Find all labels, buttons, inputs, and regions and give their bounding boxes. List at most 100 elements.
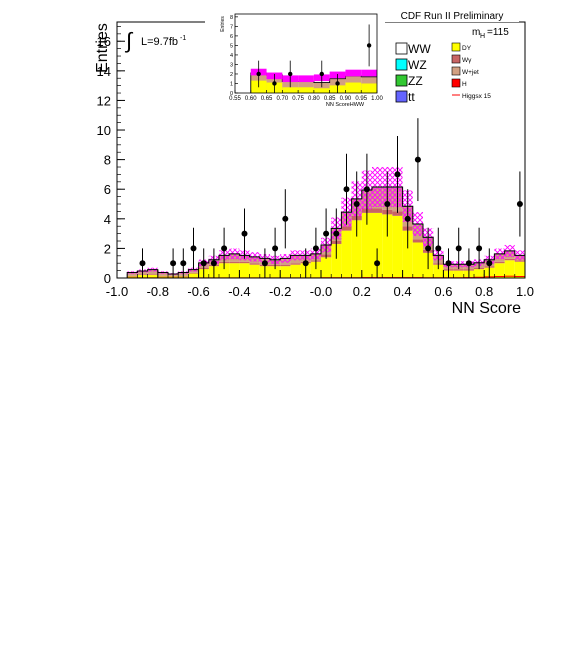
inset-x-tick-label: 0.95 <box>355 96 367 102</box>
inset-data-point <box>256 71 261 77</box>
inset-y-tick-label: 3 <box>230 62 233 68</box>
legend: WW WZ ZZ tt DY Wγ W+jet H Higgsx 15 <box>392 38 504 104</box>
inset-plot: 0.55 0.60 0.65 0.70 0.75 0.80 0.85 0.90 0.95 1.00… <box>205 12 385 108</box>
inset-bar-dy <box>345 82 362 93</box>
inset-x-tick-label: 1.00 <box>371 96 383 102</box>
bar-DY <box>392 215 403 278</box>
x-tick-label: -0.4 <box>228 284 250 299</box>
bar-DY <box>219 263 230 278</box>
y-tick-label: 8 <box>104 153 111 168</box>
inset-data-point <box>272 81 277 86</box>
inset-x-axis: 0.55 0.60 0.65 0.70 0.75 0.80 0.85 0.90 0.95 1.00 <box>229 90 383 102</box>
legend-background <box>392 38 504 104</box>
x-axis-label: NN Score <box>452 300 521 317</box>
inset-uncertainty-bin <box>298 75 314 83</box>
mass-m: m <box>472 27 480 38</box>
bar-DY <box>504 260 515 278</box>
inset-x-label: NN ScoreHWW <box>326 102 365 108</box>
bar-Wγ <box>504 258 515 261</box>
bar-DY <box>188 273 199 278</box>
bar-DY <box>341 230 352 278</box>
legend-label-Wγ: Wγ <box>462 57 472 64</box>
inset-y-axis: 0 1 2 3 4 5 6 7 8 <box>230 15 238 97</box>
x-tick-label: 1.0 <box>516 284 534 299</box>
legend-swatch-W+jet <box>451 66 461 76</box>
data-point <box>312 245 319 252</box>
bar-DY <box>290 264 301 278</box>
x-axis: -1.0 -0.8 -0.6 -0.4 -0.2 -0.0 0.2 0.4 0.6 0.8 1.0 <box>106 270 534 299</box>
data-point <box>516 201 523 208</box>
data-point <box>363 186 370 193</box>
bar-Wγ <box>157 275 168 277</box>
legend-swatch-Wγ <box>451 54 461 64</box>
bar-Wγ <box>147 274 158 276</box>
data-point <box>455 245 462 252</box>
data-point <box>261 260 268 267</box>
bar-Wγ <box>392 211 403 216</box>
data-point <box>180 260 187 267</box>
x-tick-label: 0.6 <box>434 284 452 299</box>
bar-DY <box>453 270 464 278</box>
inset-data-point <box>319 71 324 77</box>
data-point <box>465 260 472 267</box>
legend-swatch-ZZ <box>395 74 408 87</box>
inset-x-tick-label: 0.55 <box>229 96 241 102</box>
data-point <box>221 245 228 252</box>
data-point <box>404 215 411 222</box>
lumi-text: L=9.7fb <box>141 36 178 48</box>
inset-bar-dy <box>361 83 377 93</box>
inset-y-tick-label: 1 <box>230 81 233 87</box>
inset-bar-bkg <box>313 82 330 93</box>
bar-DY <box>239 263 250 278</box>
data-point <box>425 245 432 252</box>
data-point <box>384 201 391 208</box>
inset-x-tick-label: 0.60 <box>245 96 257 102</box>
inset-x-tick-label: 0.70 <box>276 96 288 102</box>
x-tick-label: 0.8 <box>475 284 493 299</box>
legend-label-Higgsx 15: Higgsx 15 <box>462 93 491 100</box>
bar-DY <box>147 275 158 278</box>
mass-sub: H <box>480 33 485 40</box>
legend-swatch-WZ <box>395 58 408 71</box>
data-point <box>445 260 452 267</box>
bar-Wγ <box>229 261 240 264</box>
bar-DY <box>127 276 138 278</box>
data-point <box>241 230 248 237</box>
inset-data-point <box>366 43 372 48</box>
bar-DY <box>229 263 240 278</box>
bar-DY <box>412 242 423 278</box>
inset-y-tick-label: 2 <box>230 72 233 78</box>
mass-label: m H =115 <box>472 27 509 40</box>
x-tick-label: 0.2 <box>353 284 371 299</box>
y-tick-label: 6 <box>104 182 111 197</box>
data-point <box>476 245 483 252</box>
bar-Wγ <box>127 275 138 277</box>
y-tick-label: 10 <box>97 123 111 138</box>
bar-DY <box>494 263 505 278</box>
y-tick-label: 14 <box>97 64 111 79</box>
legend-swatch-DY <box>451 42 461 52</box>
bar-DY <box>351 220 362 278</box>
bar-Wγ <box>239 261 250 264</box>
inset-y-tick-label: 4 <box>230 53 233 59</box>
data-point <box>486 260 493 267</box>
bar-Wγ <box>494 261 505 264</box>
inset-y-tick-label: 6 <box>230 34 233 40</box>
y-tick-label: 2 <box>104 241 111 256</box>
legend-swatch-tt <box>395 90 408 103</box>
inset-data-points <box>256 24 372 93</box>
data-point <box>394 171 401 178</box>
x-tick-label: 0.4 <box>394 284 412 299</box>
bar-W+jet <box>157 272 168 276</box>
bar-DY <box>310 261 321 278</box>
inset-x-tick-label: 0.85 <box>324 96 336 102</box>
bar-Wγ <box>280 264 291 267</box>
bar-Wγ <box>514 260 525 262</box>
y-tick-label: 0 <box>104 271 111 286</box>
inset-bar-dy <box>282 87 299 93</box>
legend-swatch-WW <box>395 42 408 55</box>
integral-symbol: ∫ <box>124 28 134 53</box>
y-tick-label: 12 <box>97 93 111 108</box>
bar-Wγ <box>341 226 352 231</box>
